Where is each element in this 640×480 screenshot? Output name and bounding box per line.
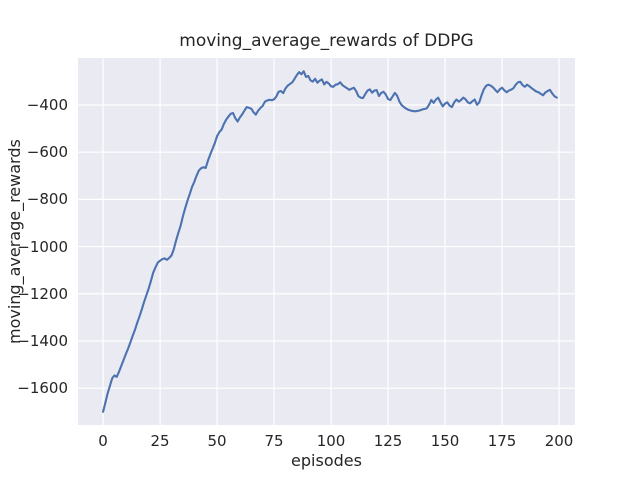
- x-tick-label: 150: [430, 432, 460, 450]
- chart-title: moving_average_rewards of DDPG: [179, 31, 474, 51]
- x-axis-label: episodes: [291, 451, 362, 470]
- series-line: [102, 70, 558, 413]
- y-tick-label: −1400: [17, 331, 68, 350]
- x-tick-label: 25: [150, 432, 170, 450]
- y-tick-label: −1200: [17, 284, 68, 303]
- x-tick-label: 200: [544, 432, 574, 450]
- x-tick-label: 50: [207, 432, 227, 450]
- y-axis-label: moving_average_rewards: [5, 139, 24, 344]
- y-tick-label: −400: [26, 95, 68, 114]
- gridlines: [78, 58, 575, 425]
- series-lines: [102, 70, 558, 413]
- y-tick-label: −600: [26, 143, 68, 162]
- x-tick-label: 125: [373, 432, 403, 450]
- x-tick-label: 100: [316, 432, 346, 450]
- y-tick-label: −1000: [17, 237, 68, 256]
- x-tick-label: 0: [98, 432, 108, 450]
- y-tick-label: −1600: [17, 379, 68, 398]
- plot-background: [78, 58, 575, 425]
- x-tick-label: 75: [264, 432, 284, 450]
- y-tick-label: −800: [26, 190, 68, 209]
- plot-svg: [78, 58, 575, 425]
- x-tick-label: 175: [487, 432, 517, 450]
